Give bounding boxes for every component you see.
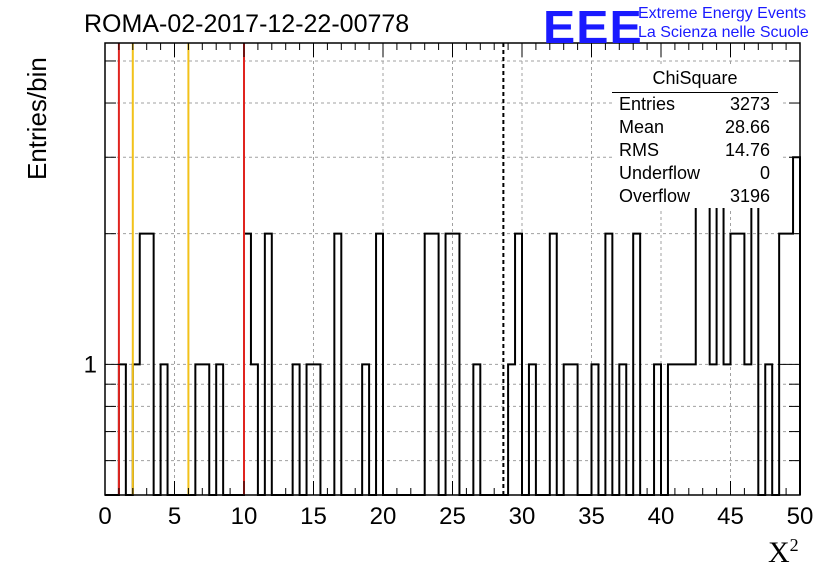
x-tick-label: 0	[98, 503, 111, 530]
eee-logo: EEE	[543, 1, 643, 53]
stats-box: ChiSquare Entries 3273 Mean 28.66 RMS 14…	[612, 66, 782, 208]
stats-row-underflow: Underflow 0	[612, 162, 782, 185]
x-axis-label-base: X	[768, 536, 790, 569]
x-tick-label: 15	[300, 503, 327, 530]
stats-value: 3196	[729, 186, 770, 206]
x-tick-label: 50	[787, 503, 814, 530]
x-axis-label-superscript: 2	[789, 535, 799, 555]
stats-row-overflow: Overflow 3196	[612, 185, 782, 208]
stats-value: 28.66	[724, 117, 770, 137]
stats-label: RMS	[619, 140, 659, 160]
chart-title: ROMA-02-2017-12-22-00778	[84, 10, 410, 38]
y-axis-label: Entries/bin	[22, 57, 52, 180]
x-tick-label: 25	[439, 503, 466, 530]
axis-ticks	[104, 43, 801, 495]
x-tick-label: 40	[648, 503, 675, 530]
stats-row-rms: RMS 14.76	[612, 139, 782, 162]
x-tick-label: 45	[717, 503, 744, 530]
stats-label: Entries	[619, 94, 676, 114]
stats-label: Underflow	[619, 163, 701, 183]
tick-labels: 0 5 10 15 20 25 30 35 40 45 50 1	[84, 351, 814, 530]
x-tick-label: 5	[168, 503, 181, 530]
stats-row-mean: Mean 28.66	[612, 116, 782, 139]
stats-title: ChiSquare	[612, 66, 778, 93]
x-tick-label: 35	[578, 503, 605, 530]
stats-value: 0	[759, 163, 770, 183]
marker-lines	[117, 43, 505, 495]
x-tick-label: 10	[231, 503, 258, 530]
x-tick-label: 20	[370, 503, 397, 530]
logo-line-2: La Scienza nelle Scuole	[638, 24, 809, 41]
x-axis-label: X2	[768, 535, 799, 570]
stats-value: 3273	[729, 94, 770, 114]
stats-row-entries: Entries 3273	[612, 93, 782, 116]
logo-line-1: Extreme Energy Events	[638, 5, 807, 22]
stats-value: 14.76	[724, 140, 770, 160]
stats-label: Mean	[619, 117, 665, 137]
y-tick-label: 1	[84, 351, 97, 378]
x-tick-label: 30	[509, 503, 536, 530]
stats-label: Overflow	[619, 186, 691, 206]
